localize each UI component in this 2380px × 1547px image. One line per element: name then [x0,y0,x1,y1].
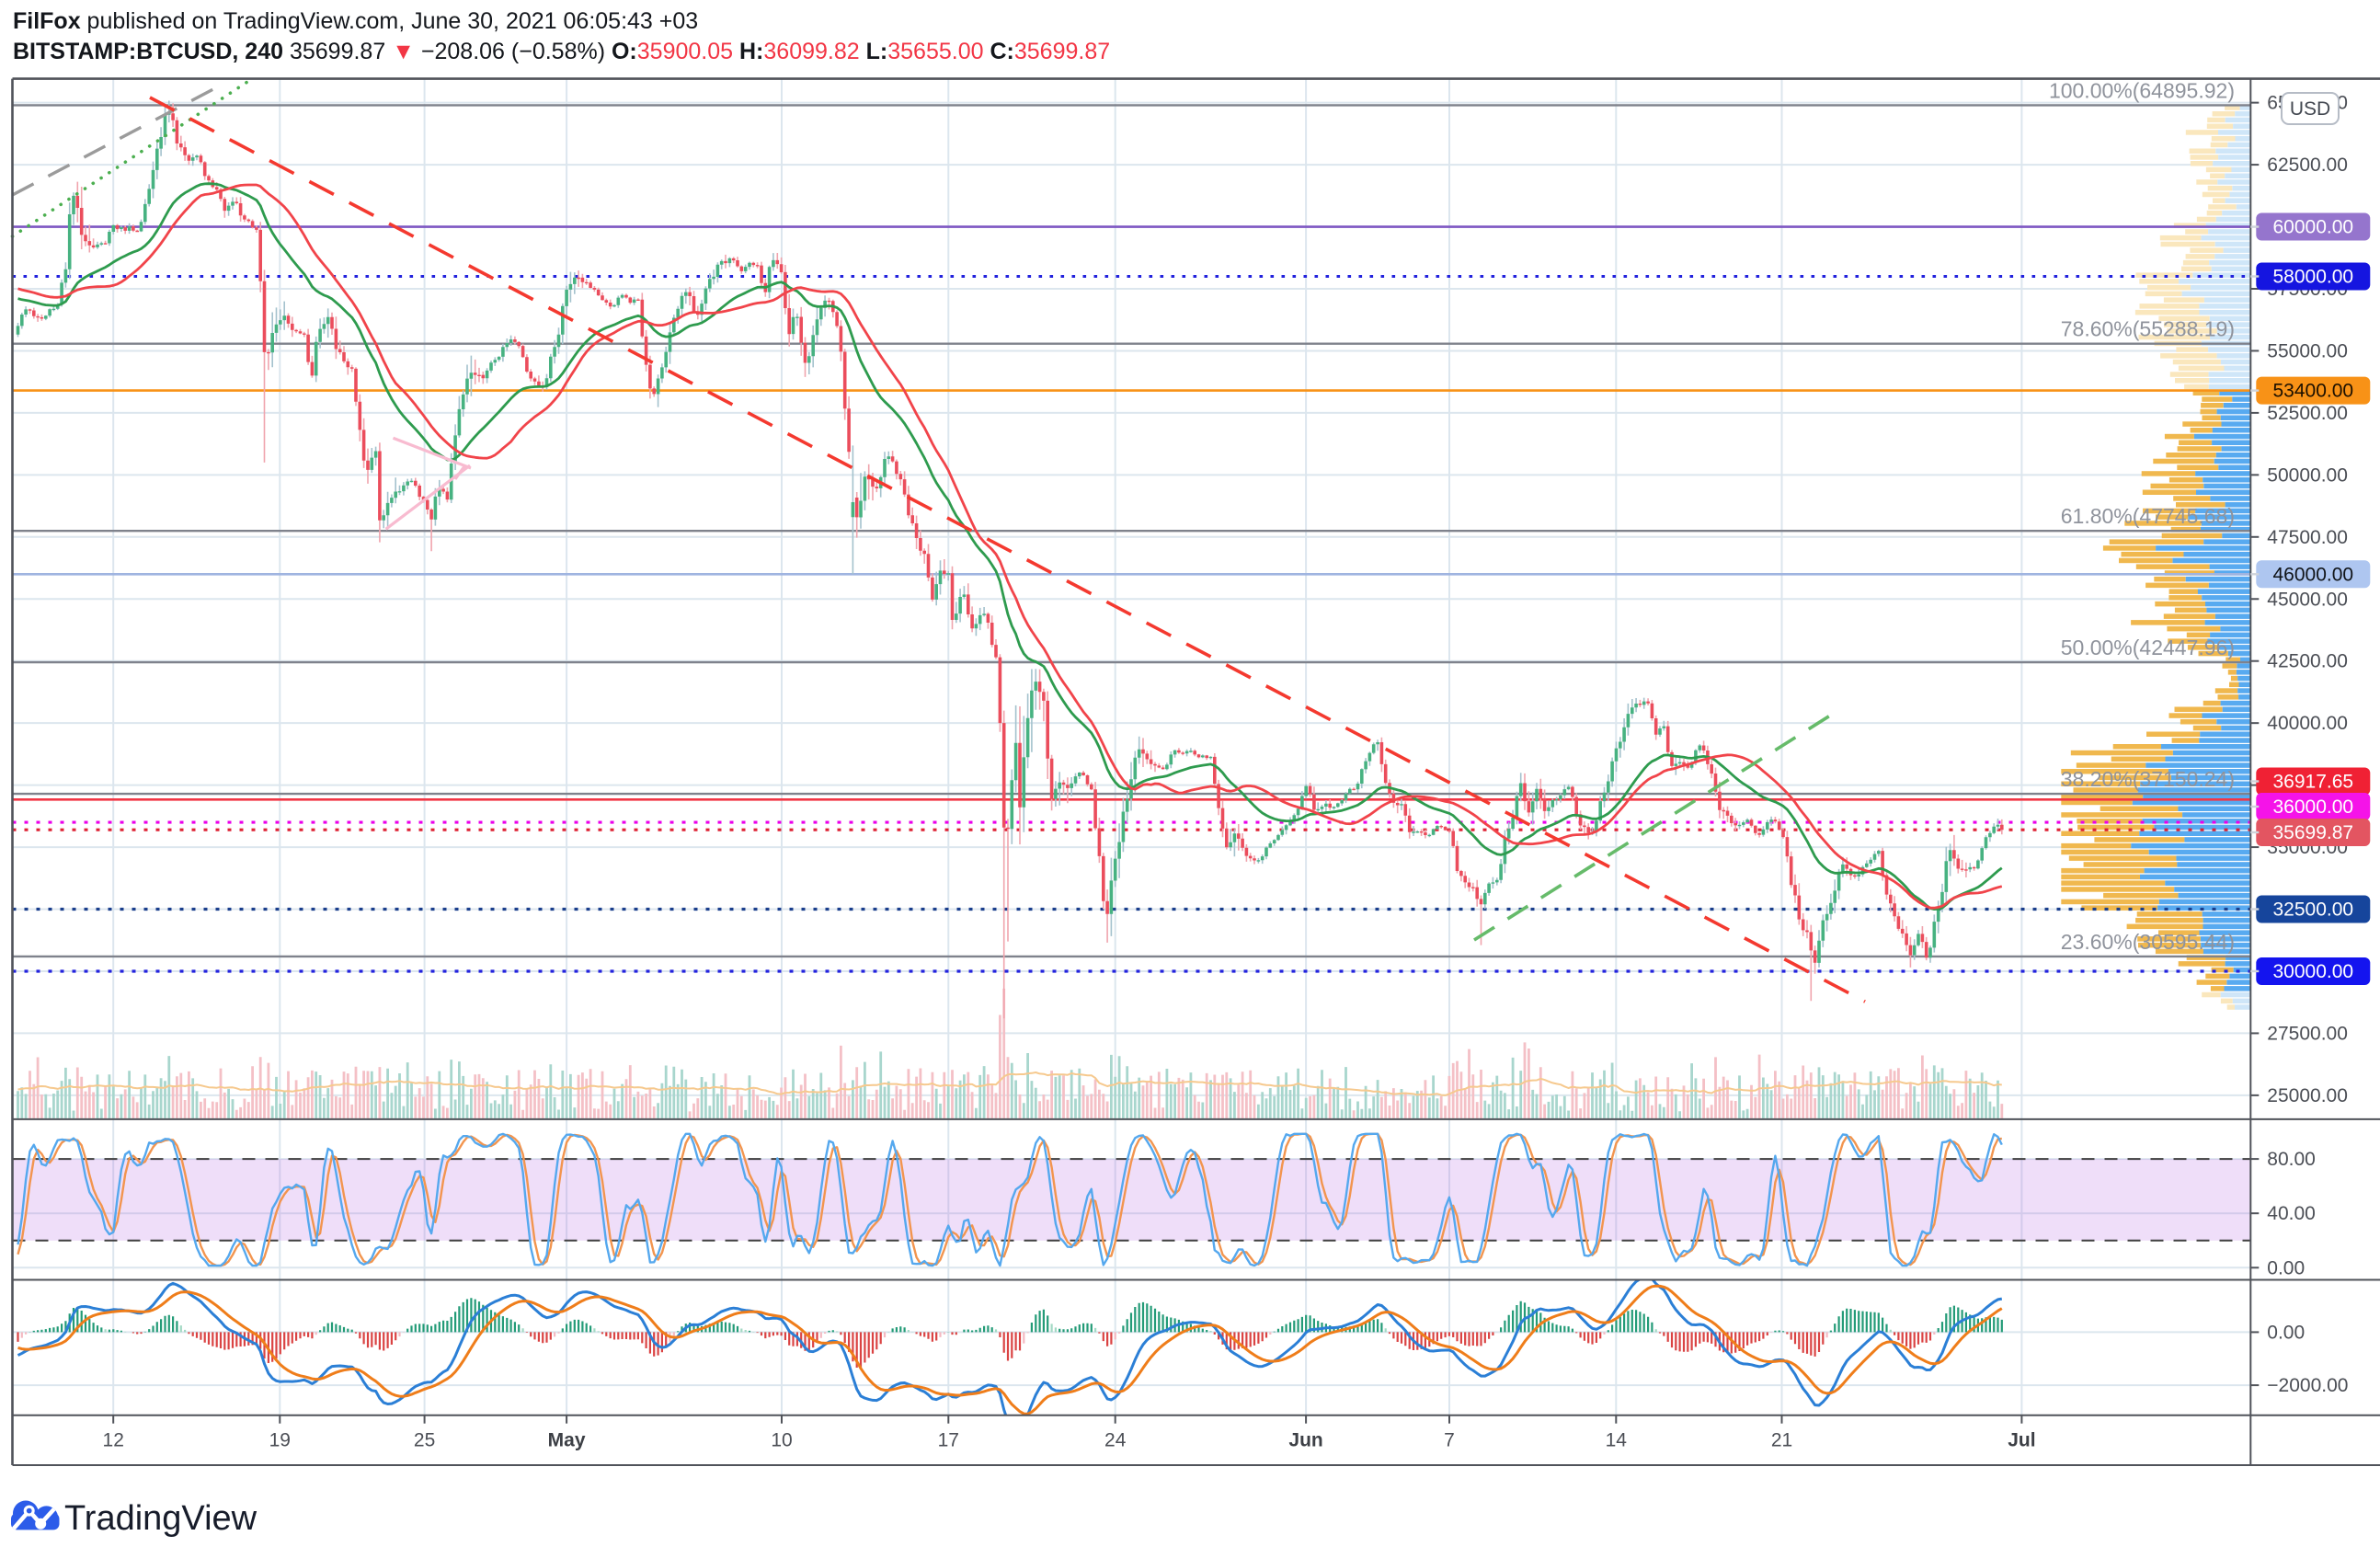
svg-text:60000.00: 60000.00 [2273,217,2354,238]
svg-text:FilFox published on TradingVie: FilFox published on TradingView.com, Jun… [13,8,698,34]
svg-text:78.60%(55288.19): 78.60%(55288.19) [2061,317,2235,341]
svg-text:50000.00: 50000.00 [2267,464,2348,486]
svg-text:19: 19 [269,1430,291,1451]
svg-text:35699.87: 35699.87 [2273,822,2354,843]
svg-text:50.00%(42447.96): 50.00%(42447.96) [2061,636,2235,659]
svg-text:BITSTAMP:BTCUSD, 240 35699.87: BITSTAMP:BTCUSD, 240 35699.87 ▼ −208.06 … [13,39,1110,64]
svg-text:0.00: 0.00 [2267,1257,2305,1278]
svg-text:USD: USD [2290,98,2330,120]
svg-text:Jul: Jul [2008,1430,2035,1451]
svg-text:17: 17 [938,1430,959,1451]
svg-text:Jun: Jun [1288,1430,1322,1451]
svg-text:100.00%(64895.92): 100.00%(64895.92) [2049,78,2235,102]
svg-text:45000.00: 45000.00 [2267,589,2348,610]
svg-text:55000.00: 55000.00 [2267,340,2348,361]
svg-text:62500.00: 62500.00 [2267,155,2348,176]
svg-text:23.60%(30595.44): 23.60%(30595.44) [2061,930,2235,954]
svg-text:32500.00: 32500.00 [2273,900,2354,921]
svg-text:40000.00: 40000.00 [2267,713,2348,734]
svg-text:36917.65: 36917.65 [2273,772,2354,793]
svg-text:TradingView: TradingView [64,1499,257,1538]
svg-text:27500.00: 27500.00 [2267,1023,2348,1044]
svg-text:30000.00: 30000.00 [2273,961,2354,982]
svg-text:42500.00: 42500.00 [2267,651,2348,672]
svg-text:10: 10 [771,1430,792,1451]
svg-text:52500.00: 52500.00 [2267,403,2348,424]
svg-text:7: 7 [1444,1430,1455,1451]
svg-text:May: May [548,1430,586,1451]
svg-text:47500.00: 47500.00 [2267,527,2348,548]
svg-text:46000.00: 46000.00 [2273,564,2354,585]
svg-text:14: 14 [1606,1430,1628,1451]
svg-text:−2000.00: −2000.00 [2267,1375,2348,1396]
svg-text:38.20%(37150.24): 38.20%(37150.24) [2061,767,2235,791]
svg-text:12: 12 [103,1430,124,1451]
svg-text:53400.00: 53400.00 [2273,381,2354,402]
svg-text:36000.00: 36000.00 [2273,796,2354,818]
svg-text:21: 21 [1771,1430,1792,1451]
svg-text:80.00: 80.00 [2267,1149,2316,1170]
svg-text:61.80%(47745.68): 61.80%(47745.68) [2061,504,2235,528]
svg-text:0.00: 0.00 [2267,1322,2305,1343]
svg-text:25000.00: 25000.00 [2267,1085,2348,1106]
svg-text:24: 24 [1104,1430,1127,1451]
svg-text:40.00: 40.00 [2267,1203,2316,1224]
svg-text:25: 25 [414,1430,435,1451]
svg-text:58000.00: 58000.00 [2273,267,2354,288]
